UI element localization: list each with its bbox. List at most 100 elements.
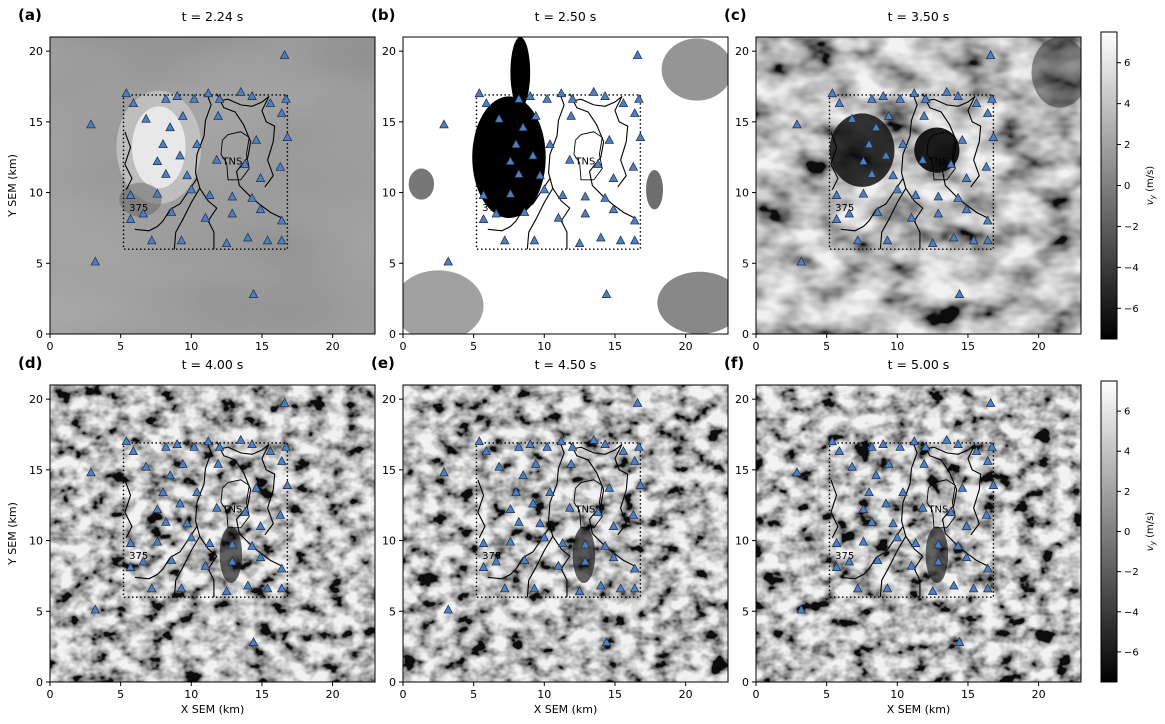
tns-outline: [926, 479, 956, 529]
colorbar-label: vy (m/s): [1145, 166, 1157, 205]
station-marker: [528, 498, 538, 508]
station-marker: [158, 139, 168, 149]
y-tick-label: 20: [382, 45, 396, 58]
station-marker: [265, 98, 276, 108]
station-marker: [514, 516, 524, 526]
panel-e: TNS 375 (e) t = 4.50 s 0 5 10 15 20 0 5 10 15 20 X SEM…: [371, 354, 729, 716]
station-marker: [203, 436, 214, 446]
station-marker: [933, 208, 944, 218]
station-marker: [255, 552, 266, 562]
station-marker: [982, 456, 993, 465]
contour-375-label: 375: [482, 203, 501, 214]
station-marker: [867, 516, 877, 526]
station-marker: [574, 238, 585, 248]
station-marker: [279, 50, 290, 59]
station-marker: [564, 502, 575, 512]
station-marker: [600, 540, 610, 550]
y-axis-label: Y SEM (km): [6, 502, 19, 566]
station-marker: [172, 439, 182, 448]
coast-contour: [220, 443, 270, 455]
station-marker: [251, 134, 262, 144]
station-marker: [276, 456, 287, 465]
tns-label: TNS: [221, 156, 242, 167]
station-marker: [255, 204, 266, 214]
station-marker: [953, 91, 963, 100]
station-marker: [152, 536, 163, 546]
station-marker: [478, 562, 489, 571]
station-marker: [247, 540, 257, 550]
station-marker: [255, 521, 266, 530]
station-marker: [553, 212, 564, 222]
station-marker: [867, 168, 877, 178]
x-tick-label: 15: [608, 340, 622, 353]
station-marker: [884, 110, 894, 120]
colorbar-tick-label: −6: [1124, 647, 1139, 658]
station-marker: [158, 487, 168, 497]
contour-375-label: 375: [482, 551, 501, 562]
station-marker: [982, 563, 993, 573]
station-marker: [608, 521, 619, 530]
station-marker: [878, 439, 888, 448]
station-marker: [882, 583, 893, 593]
station-marker: [600, 439, 610, 448]
colorbar-2: 6 4 2 0 −2 −4 −6 vy (m/s): [1100, 380, 1157, 683]
tns-label: TNS: [574, 504, 595, 515]
station-marker: [847, 461, 857, 471]
station-marker: [235, 86, 246, 96]
station-marker: [553, 560, 564, 570]
tns-outline: [573, 479, 603, 529]
axes-frame: [49, 36, 376, 335]
station-marker: [968, 583, 979, 593]
station-marker: [542, 441, 552, 451]
station-marker: [847, 113, 857, 123]
station-marker: [982, 583, 993, 593]
y-tick-label: 0: [389, 676, 396, 689]
station-marker: [519, 207, 530, 216]
x-tick-label: 0: [47, 340, 54, 353]
station-marker: [982, 215, 993, 225]
x-tick-label: 15: [255, 688, 269, 701]
station-marker: [961, 552, 972, 562]
station-marker: [557, 538, 568, 547]
coast-contour: [477, 479, 486, 538]
station-marker: [954, 289, 965, 298]
study-area-box: [828, 94, 995, 250]
station-marker: [634, 441, 644, 451]
colorbar-label: vy (m/s): [1145, 512, 1157, 551]
station-marker: [248, 289, 259, 298]
station-marker: [182, 518, 192, 528]
station-marker: [255, 173, 266, 182]
station-marker: [529, 235, 540, 245]
y-tick-label: 5: [389, 257, 396, 270]
coast-contour: [573, 443, 623, 455]
station-marker: [505, 504, 516, 514]
station-marker: [525, 91, 535, 100]
station-marker: [525, 439, 535, 448]
station-marker: [601, 289, 612, 298]
coast-contour: [614, 96, 629, 188]
x-tick-label: 0: [753, 688, 760, 701]
station-marker: [601, 637, 612, 646]
station-marker: [968, 235, 979, 245]
station-marker: [166, 207, 177, 216]
station-marker: [971, 446, 982, 456]
x-tick-label: 20: [326, 340, 340, 353]
velocity-field: [50, 37, 375, 334]
station-marker: [192, 487, 202, 497]
panel-title: t = 2.24 s: [182, 9, 244, 24]
station-marker: [917, 154, 928, 164]
station-marker: [909, 436, 920, 446]
station-marker: [985, 50, 996, 59]
station-marker: [186, 532, 197, 542]
x-tick-label: 10: [184, 688, 198, 701]
panel-b: TNS 375 (b) t = 2.50 s 0 5 10 15 20 0 5 10 15 20: [371, 6, 729, 353]
station-marker: [262, 583, 273, 593]
station-marker: [531, 110, 541, 120]
y-tick-label: 20: [735, 45, 749, 58]
station-marker: [478, 214, 489, 223]
coast-contour: [967, 96, 982, 188]
station-marker: [165, 470, 175, 480]
y-tick-label: 5: [742, 605, 749, 618]
station-marker: [243, 580, 253, 590]
